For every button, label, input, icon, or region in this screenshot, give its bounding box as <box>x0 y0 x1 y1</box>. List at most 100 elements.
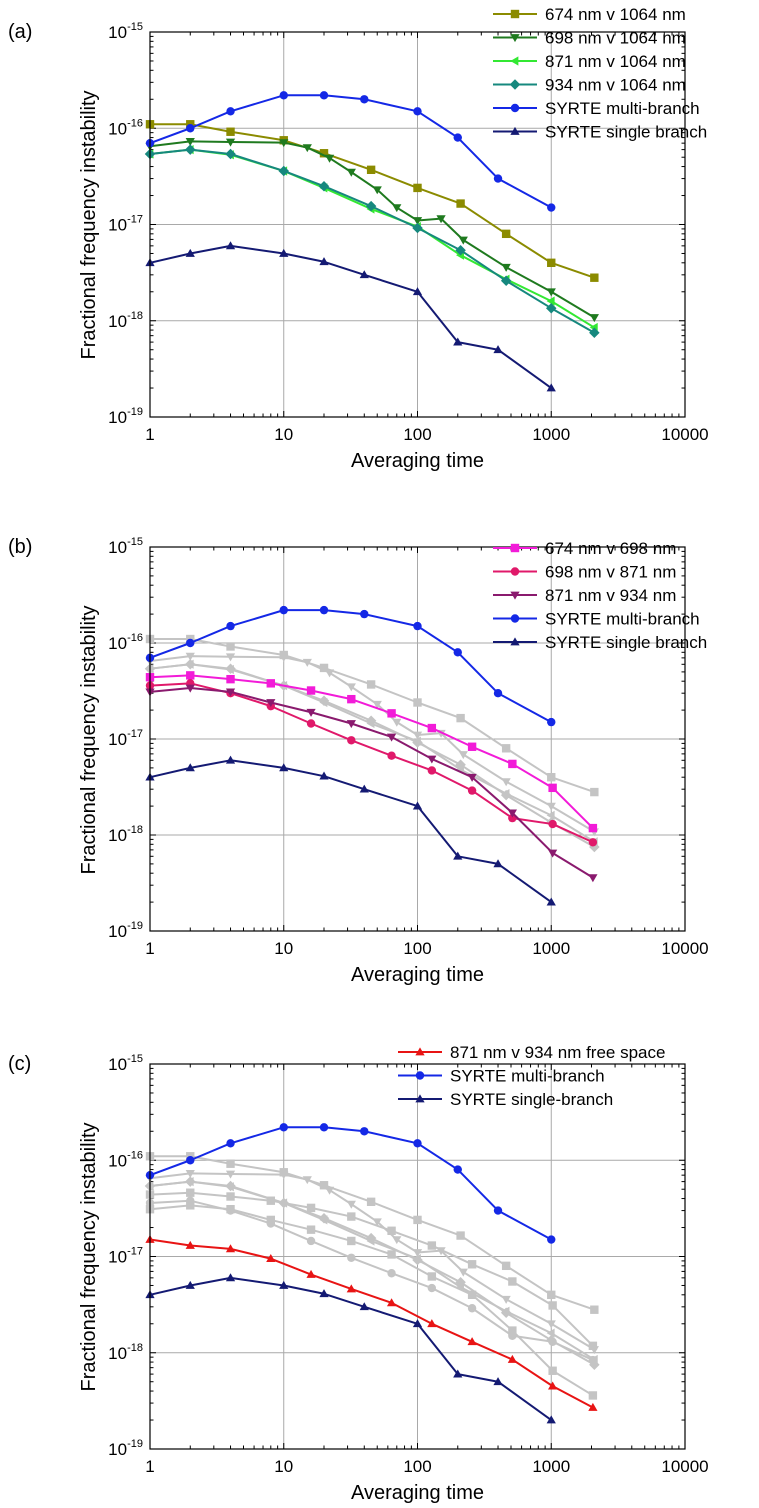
data-point <box>392 718 402 727</box>
legend-marker <box>510 9 520 19</box>
legend-label: 674 nm v 698 nm <box>545 539 676 558</box>
data-point <box>225 241 236 250</box>
data-point <box>347 1236 356 1246</box>
series-syrte-single-branch <box>145 241 556 392</box>
data-point <box>386 1298 397 1307</box>
data-point <box>493 1377 503 1386</box>
y-tick-exponent: -17 <box>127 214 143 226</box>
x-tick-label: 1000 <box>532 1457 570 1476</box>
data-point <box>455 245 466 256</box>
data-point <box>186 1156 195 1165</box>
chart-panel-3: (c)1 10 100 1000 1000010-1910-1810-1710-1610… <box>8 1043 709 1504</box>
data-point <box>185 763 195 772</box>
data-point <box>508 759 517 769</box>
data-point <box>412 287 423 296</box>
legend-marker <box>510 591 520 600</box>
y-tick-base: 10 <box>108 312 127 331</box>
legend-marker <box>510 543 520 553</box>
data-point <box>226 621 235 631</box>
x-tick-label: 10 <box>274 1457 293 1476</box>
x-axis-label: Averaging time <box>351 964 484 986</box>
legend-label: SYRTE multi-branch <box>545 610 700 629</box>
y-tick-base: 10 <box>108 634 127 653</box>
data-point <box>392 1236 402 1245</box>
data-point <box>372 186 382 195</box>
plot-frame <box>149 31 686 418</box>
data-point <box>324 1186 335 1195</box>
legend-marker <box>510 56 519 66</box>
legend-label: 698 nm v 871 nm <box>545 563 676 582</box>
data-point <box>547 717 556 727</box>
legend-marker <box>509 79 521 90</box>
data-point <box>279 248 289 257</box>
data-point <box>546 897 556 906</box>
legend-label: 871 nm v 1064 nm <box>545 52 686 71</box>
data-point <box>413 1139 422 1148</box>
y-tick-base: 10 <box>108 119 127 138</box>
data-point <box>226 1205 235 1214</box>
y-tick-label: 10-18 <box>108 310 143 331</box>
data-point <box>501 744 511 753</box>
series-line <box>149 1191 594 1347</box>
data-point <box>225 755 236 764</box>
data-point <box>266 679 275 688</box>
data-point <box>347 1253 356 1262</box>
data-point <box>546 1320 556 1329</box>
data-point <box>225 1170 236 1179</box>
y-tick-base: 10 <box>108 538 127 557</box>
data-point <box>302 144 312 153</box>
data-point <box>306 1225 316 1234</box>
data-point <box>458 236 468 245</box>
data-point <box>324 669 335 678</box>
data-point <box>589 327 600 339</box>
data-point <box>547 203 556 212</box>
data-point <box>501 229 511 239</box>
y-tick-label: 10-15 <box>108 1053 143 1074</box>
data-point <box>387 709 396 718</box>
x-tick-label: 1 <box>145 1457 154 1476</box>
legend: 674 nm v 698 nm 698 nm v 871 nm 871 nm v 9… <box>493 539 707 652</box>
y-tick-label: 10-17 <box>108 728 143 749</box>
data-point <box>467 773 477 782</box>
legend-item: 674 nm v 698 nm <box>493 539 676 558</box>
series-871-nm-v-934-nm <box>145 684 598 883</box>
data-point <box>412 1249 423 1258</box>
data-point <box>226 1139 235 1148</box>
y-tick-base: 10 <box>108 23 127 42</box>
y-tick-exponent: -16 <box>127 117 143 129</box>
data-point <box>467 786 477 795</box>
y-tick-base: 10 <box>108 216 127 235</box>
data-point <box>225 138 236 147</box>
data-point <box>306 1269 316 1278</box>
data-point <box>279 653 289 662</box>
data-point <box>453 337 463 346</box>
data-point <box>588 874 598 883</box>
data-point <box>546 1415 556 1424</box>
y-tick-exponent: -19 <box>127 406 143 418</box>
data-point <box>412 217 423 226</box>
data-point <box>226 127 235 136</box>
y-tick-label: 10-19 <box>108 1438 143 1459</box>
data-point <box>467 1337 477 1346</box>
x-tick-label: 1 <box>145 425 154 444</box>
legend: 674 nm v 1064 nm 698 nm v 1064 nm 871 nm v… <box>493 5 707 142</box>
legend-label: 871 nm v 934 nm <box>545 586 676 605</box>
legend-label: SYRTE single branch <box>545 633 707 652</box>
legend-label: SYRTE multi-branch <box>545 99 700 118</box>
data-point <box>427 1319 437 1328</box>
data-point <box>226 1159 235 1168</box>
data-point <box>455 759 466 770</box>
legend-label: SYRTE multi-branch <box>450 1067 605 1086</box>
data-point <box>302 658 312 667</box>
series-line <box>149 1204 594 1397</box>
data-point <box>588 838 598 847</box>
series-line <box>149 1276 552 1421</box>
x-tick-label: 100 <box>403 425 431 444</box>
data-point <box>501 778 511 787</box>
legend-marker <box>415 1094 425 1103</box>
series-syrte-multi-branch <box>145 605 556 727</box>
data-point <box>456 199 465 208</box>
data-point <box>225 688 236 697</box>
data-point <box>547 1235 556 1244</box>
